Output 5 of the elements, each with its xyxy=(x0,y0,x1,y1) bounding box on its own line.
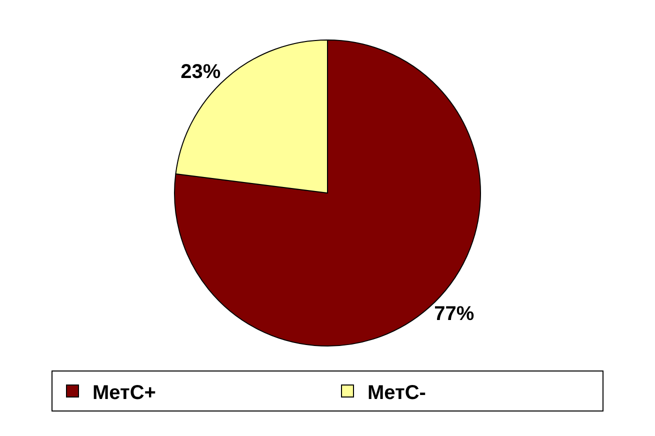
data-label: 77% xyxy=(434,302,474,325)
legend-label: МетС+ xyxy=(92,382,156,404)
legend-label: МетС- xyxy=(368,382,426,404)
data-label: 23% xyxy=(180,61,221,84)
pie-slice xyxy=(174,40,481,346)
